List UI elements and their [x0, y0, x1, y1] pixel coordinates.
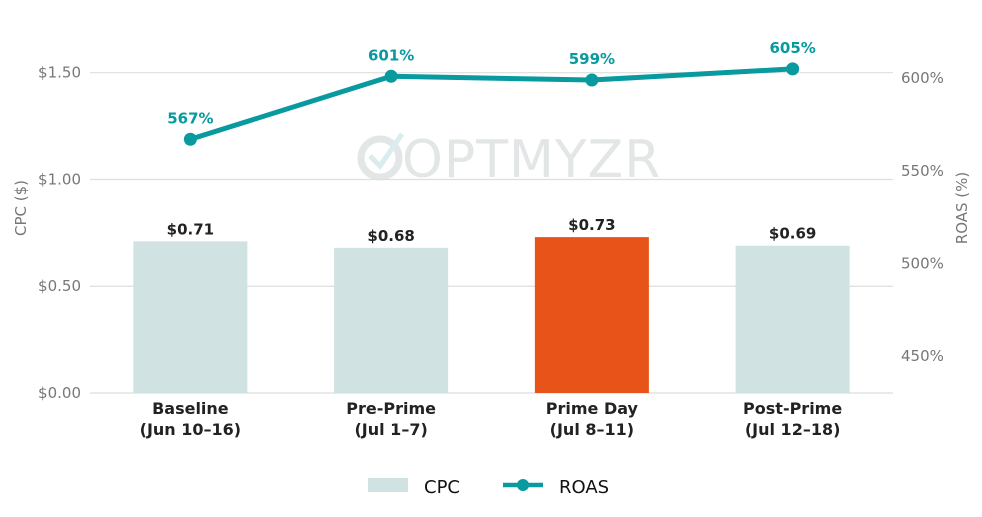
category-labels: Baseline (Jun 10–16) Pre-Prime (Jul 1–7) Pri…	[140, 399, 843, 439]
legend: CPC ROAS	[368, 477, 609, 498]
roas-value-label: 567%	[167, 109, 213, 127]
left-axis-tick-label: $0.00	[38, 384, 81, 402]
category-label: Prime Day	[546, 399, 639, 418]
roas-line	[187, 66, 796, 142]
right-axis-title: ROAS (%)	[953, 172, 971, 244]
cpc-bar-value-label: $0.68	[367, 227, 414, 245]
right-axis-tick-label: 600%	[901, 69, 944, 87]
category-label: Post-Prime	[743, 399, 842, 418]
cpc-bar	[735, 245, 850, 393]
roas-point	[183, 132, 197, 146]
category-label: (Jun 10–16)	[140, 420, 241, 439]
category-label: (Jul 8–11)	[550, 420, 634, 439]
cpc-bar-value-label: $0.73	[568, 216, 615, 234]
cpc-bar	[534, 237, 649, 393]
roas-value-label: 605%	[769, 39, 815, 57]
legend-item-cpc: CPC	[368, 477, 460, 498]
category-label: Baseline	[152, 399, 229, 418]
roas-value-label: 599%	[569, 50, 615, 68]
right-axis-tick-label: 500%	[901, 254, 944, 272]
cpc-bar	[133, 241, 248, 393]
cpc-bar-value-label: $0.69	[769, 225, 816, 243]
watermark-logo-ring	[357, 135, 403, 181]
right-axis-tick-label: 450%	[901, 347, 944, 365]
left-axis-ticks: $0.00 $0.50 $1.00 $1.50	[38, 64, 81, 402]
legend-item-roas: ROAS	[503, 477, 609, 498]
right-axis-tick-label: 550%	[901, 162, 944, 180]
legend-cpc-label: CPC	[424, 477, 460, 498]
category-label: Pre-Prime	[346, 399, 436, 418]
roas-point	[585, 73, 599, 87]
roas-point	[786, 62, 800, 76]
cpc-bars: $0.71 $0.68 $0.73 $0.69	[133, 216, 850, 393]
left-axis-tick-label: $0.50	[38, 277, 81, 295]
roas-point	[384, 69, 398, 83]
category-label: (Jul 1–7)	[354, 420, 427, 439]
watermark-logo-check	[368, 132, 405, 170]
left-axis-title: CPC ($)	[12, 180, 30, 236]
legend-cpc-swatch	[368, 478, 408, 492]
legend-roas-label: ROAS	[559, 477, 609, 498]
legend-roas-swatch-marker	[517, 479, 529, 491]
watermark-text: OPTMYZR	[402, 130, 661, 190]
left-axis-tick-label: $1.50	[38, 64, 81, 82]
watermark-logo: OPTMYZR	[357, 130, 661, 190]
category-label: (Jul 12–18)	[745, 420, 841, 439]
roas-value-label: 601%	[368, 46, 414, 64]
left-axis-tick-label: $1.00	[38, 170, 81, 188]
right-axis-ticks: 450% 500% 550% 600%	[901, 69, 944, 365]
cpc-bar	[334, 247, 449, 393]
roas-line-series: 567% 601% 599% 605%	[167, 39, 816, 146]
cpc-bar-value-label: $0.71	[167, 220, 214, 238]
